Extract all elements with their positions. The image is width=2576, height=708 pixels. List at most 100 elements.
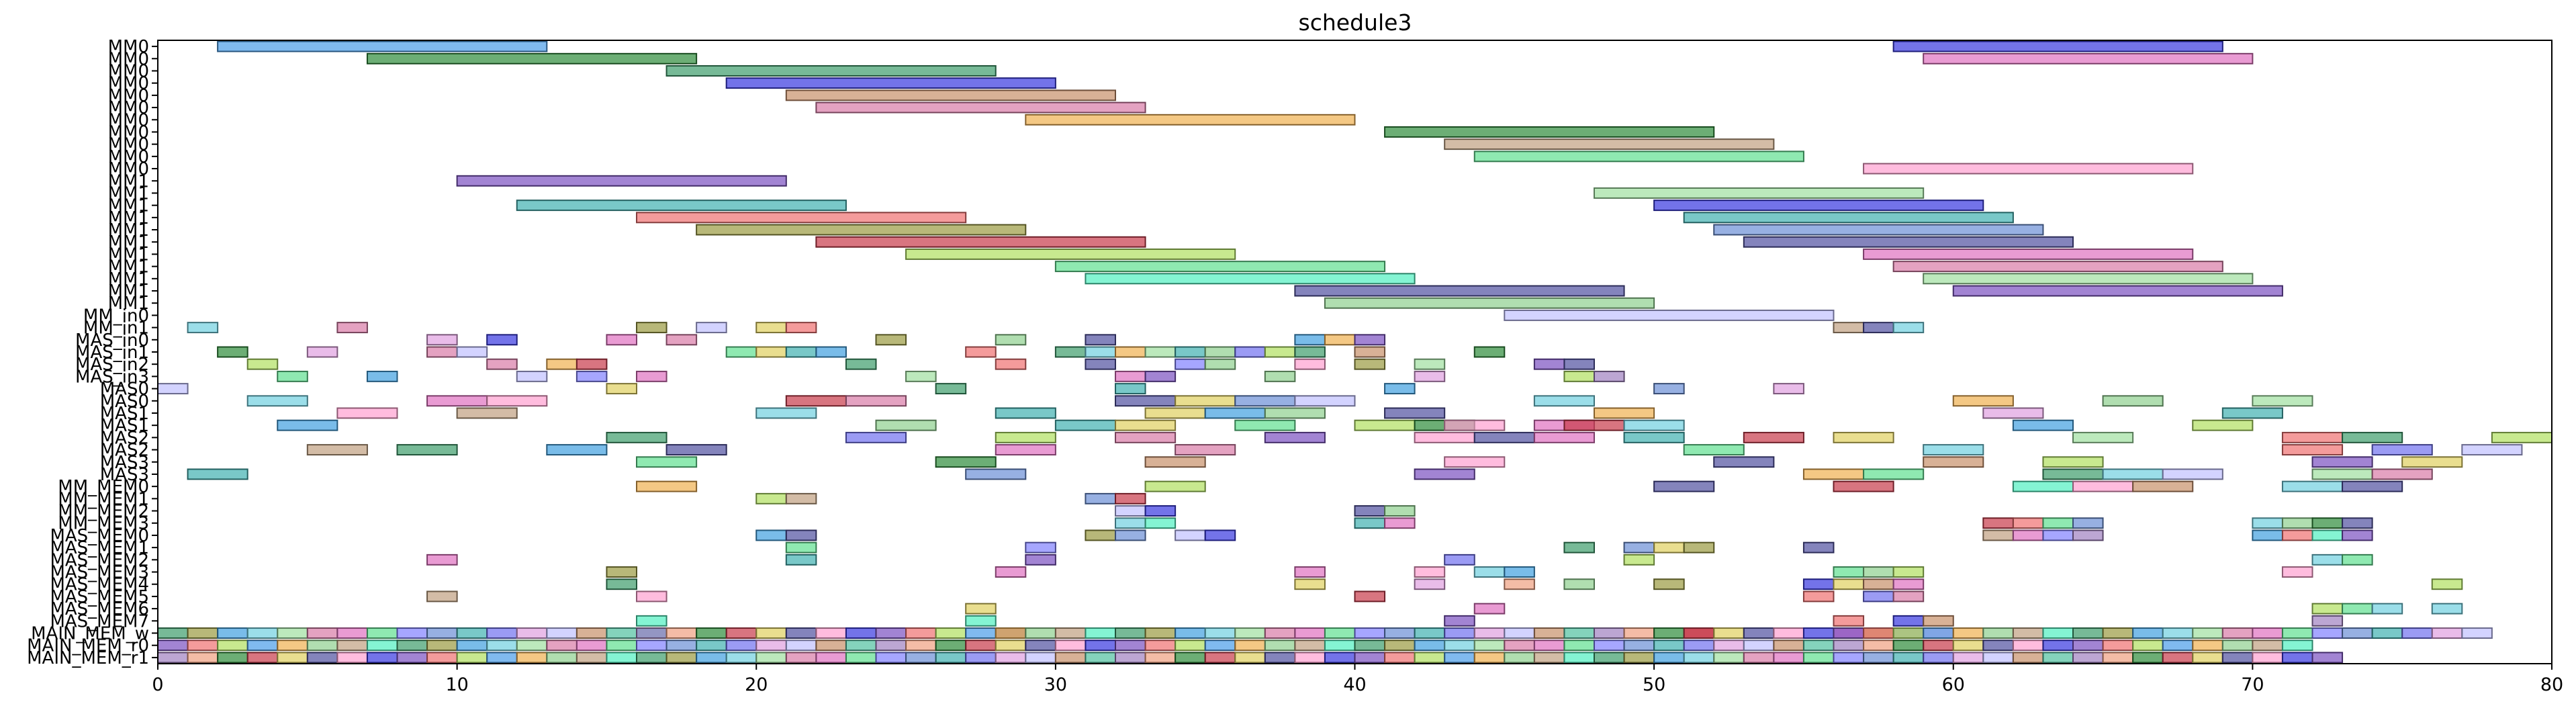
task-bar xyxy=(2221,407,2283,419)
mem-access-bar xyxy=(157,627,189,639)
mem-access-bar xyxy=(157,639,189,652)
y-tick-label: MM_MEM1 xyxy=(58,489,149,509)
mem-access-bar xyxy=(1982,652,2014,664)
y-tick-label: MAS3 xyxy=(100,465,149,485)
task-bar xyxy=(1623,431,1685,443)
mem-access-bar xyxy=(1234,639,1266,652)
task-bar xyxy=(1504,309,1835,321)
mem-access-bar xyxy=(336,652,368,664)
mem-access-bar xyxy=(576,639,608,652)
mem-access-bar xyxy=(2102,652,2134,664)
task-bar xyxy=(2342,554,2373,566)
y-tick-label: MAS_MEM6 xyxy=(50,599,149,619)
task-bar xyxy=(426,346,458,358)
mem-access-bar xyxy=(2132,652,2164,664)
y-tick-label: MAIN_MEM_r0 xyxy=(27,636,149,656)
y-tick-label: MM_in1 xyxy=(83,318,149,339)
task-bar xyxy=(1354,419,1416,431)
task-bar xyxy=(1653,541,1685,554)
mem-access-bar xyxy=(1234,652,1266,664)
y-tick-label: MAS0 xyxy=(100,392,149,412)
mem-access-bar xyxy=(546,639,578,652)
mem-access-bar xyxy=(1324,627,1356,639)
task-bar xyxy=(1802,468,1865,480)
task-bar xyxy=(1833,480,1894,492)
mem-access-bar xyxy=(306,627,338,639)
task-bar xyxy=(2342,431,2403,443)
task-bar xyxy=(845,395,907,407)
mem-access-bar xyxy=(516,627,548,639)
task-bar xyxy=(1802,590,1835,603)
mem-access-bar xyxy=(486,627,518,639)
task-bar xyxy=(187,322,219,334)
task-bar xyxy=(1563,419,1625,431)
mem-access-bar xyxy=(2162,639,2194,652)
task-bar xyxy=(1713,456,1775,468)
mem-access-bar xyxy=(815,639,847,652)
task-bar xyxy=(1115,370,1146,382)
mem-access-bar xyxy=(2401,627,2433,639)
task-bar xyxy=(1982,517,2014,529)
task-bar xyxy=(1623,554,1655,566)
y-tick-label: MM0 xyxy=(108,49,149,69)
task-bar xyxy=(396,444,458,456)
y-tick-label: MAS1 xyxy=(100,404,149,424)
task-bar xyxy=(1115,505,1146,517)
task-bar xyxy=(486,395,548,407)
task-bar xyxy=(2252,517,2283,529)
mem-access-bar xyxy=(1504,639,1535,652)
y-tick-label: MM_MEM0 xyxy=(58,477,149,497)
mem-access-bar xyxy=(2221,639,2254,652)
task-bar xyxy=(2072,431,2134,443)
task-bar xyxy=(636,456,698,468)
x-tick-label: 80 xyxy=(2540,674,2563,695)
y-tick-label: MAIN_MEM_w xyxy=(31,624,149,644)
mem-access-bar xyxy=(935,627,967,639)
task-bar xyxy=(2342,517,2373,529)
task-bar xyxy=(1833,578,1865,590)
mem-access-bar xyxy=(1294,627,1326,639)
task-bar xyxy=(1923,52,2254,64)
task-bar xyxy=(1175,444,1236,456)
mem-access-bar xyxy=(1264,652,1296,664)
task-bar xyxy=(2281,480,2344,492)
task-bar xyxy=(1115,431,1177,443)
task-bar xyxy=(1414,468,1475,480)
mem-access-bar xyxy=(845,652,877,664)
task-bar xyxy=(576,358,608,370)
mem-access-bar xyxy=(665,652,698,664)
task-bar xyxy=(1623,419,1685,431)
mem-access-bar xyxy=(1264,639,1296,652)
task-bar xyxy=(426,395,488,407)
mem-access-bar xyxy=(2311,627,2344,639)
mem-access-bar xyxy=(1444,652,1475,664)
chart-title: schedule3 xyxy=(1299,9,1412,36)
mem-access-bar xyxy=(606,652,637,664)
task-bar xyxy=(1563,370,1595,382)
task-bar xyxy=(1384,517,1416,529)
task-bar xyxy=(1324,334,1356,346)
mem-access-bar xyxy=(486,652,518,664)
task-bar xyxy=(1085,346,1116,358)
mem-access-bar xyxy=(785,652,817,664)
y-tick-label: MAS2 xyxy=(100,441,149,461)
y-tick-label: MAS_MEM1 xyxy=(50,538,149,558)
task-bar xyxy=(1533,395,1595,407)
mem-access-bar xyxy=(1594,627,1625,639)
task-bar xyxy=(2311,456,2373,468)
task-bar xyxy=(2311,603,2344,615)
task-bar xyxy=(2311,615,2344,627)
y-tick-label: MM0 xyxy=(108,122,149,142)
mem-access-bar xyxy=(1982,627,2014,639)
y-tick-label: MM1 xyxy=(108,220,149,240)
mem-access-bar xyxy=(306,652,338,664)
task-bar xyxy=(1414,358,1446,370)
mem-access-bar xyxy=(995,627,1027,639)
task-bar xyxy=(875,334,907,346)
y-tick-label: MM0 xyxy=(108,61,149,81)
task-bar xyxy=(755,407,817,419)
task-bar xyxy=(157,383,189,395)
mem-access-bar xyxy=(187,639,219,652)
mem-access-bar xyxy=(1563,639,1595,652)
mem-access-bar xyxy=(1743,639,1775,652)
